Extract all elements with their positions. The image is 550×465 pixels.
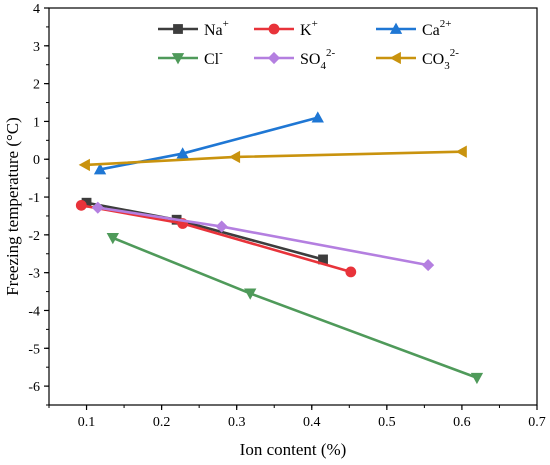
series-so — [91, 201, 435, 272]
data-point — [78, 158, 90, 172]
legend-item-co: CO32- — [376, 47, 459, 72]
data-point — [75, 199, 87, 211]
series-line — [97, 206, 429, 267]
legend-marker — [389, 51, 401, 65]
series-cl — [106, 232, 484, 385]
data-point — [228, 150, 241, 164]
series-co — [78, 145, 467, 172]
y-tick-label: 2 — [33, 78, 40, 93]
data-point — [93, 163, 107, 175]
data-point — [455, 145, 467, 158]
y-tick-label: -2 — [28, 229, 40, 244]
data-point — [244, 288, 257, 300]
data-point — [345, 266, 357, 278]
series-line — [81, 204, 352, 274]
axes: 0.1 0.2 0.3 0.4 0.5 0.6 0.7 4 3 2 1 0 -1 -2 -3 -4 -5 -6 — [28, 2, 545, 430]
series-line — [84, 150, 462, 167]
x-tick-label: 0.7 — [528, 415, 546, 430]
y-tick-label: -3 — [28, 267, 40, 282]
data-point — [470, 372, 484, 385]
legend-item-na: Na+ — [158, 18, 229, 39]
y-tick-label: -1 — [28, 191, 40, 206]
legend-label: Ca2+ — [422, 18, 452, 39]
legend-label: CO32- — [422, 47, 459, 72]
data-point — [91, 201, 104, 214]
x-tick-label: 0.2 — [153, 415, 171, 430]
plot-frame — [48, 7, 538, 406]
legend-marker — [171, 53, 185, 65]
legend-marker — [267, 51, 281, 65]
x-tick-label: 0.1 — [78, 415, 96, 430]
y-tick-label: 0 — [33, 153, 40, 168]
y-tick-label: 3 — [33, 40, 40, 55]
x-axis-title: Ion content (%) — [240, 440, 347, 459]
y-axis-title: Freezing temperature (°C) — [3, 117, 22, 296]
series-line — [112, 236, 478, 379]
data-point — [176, 147, 189, 159]
legend-item-so: SO42- — [254, 47, 335, 72]
y-tick-label: -6 — [28, 380, 40, 395]
x-tick-label: 0.5 — [378, 415, 396, 430]
legend-item-k: K+ — [254, 18, 318, 39]
y-tick-label: 4 — [33, 2, 40, 17]
legend-label: K+ — [300, 18, 318, 39]
legend-marker — [268, 23, 280, 35]
series-ca — [93, 111, 324, 175]
legend-label: Cl- — [204, 47, 223, 68]
x-tick-label: 0.3 — [228, 415, 246, 430]
y-tick-label: -4 — [28, 304, 40, 319]
legend-label: Na+ — [204, 18, 229, 39]
legend-item-ca: Ca2+ — [376, 18, 452, 39]
legend-item-cl: Cl- — [158, 47, 223, 68]
data-point — [215, 220, 228, 233]
legend: Na+ K+ Ca2+ Cl- SO42- CO32- — [158, 18, 459, 72]
series-layer — [75, 111, 484, 385]
data-point — [311, 111, 324, 123]
legend-marker — [173, 24, 183, 34]
x-tick-label: 0.6 — [453, 415, 471, 430]
y-tick-label: -5 — [28, 342, 40, 357]
y-tick-label: 1 — [33, 115, 40, 130]
data-point — [106, 232, 119, 245]
legend-label: SO42- — [300, 47, 335, 72]
legend-marker — [389, 22, 403, 34]
data-point — [422, 259, 435, 272]
x-tick-label: 0.4 — [303, 415, 321, 430]
